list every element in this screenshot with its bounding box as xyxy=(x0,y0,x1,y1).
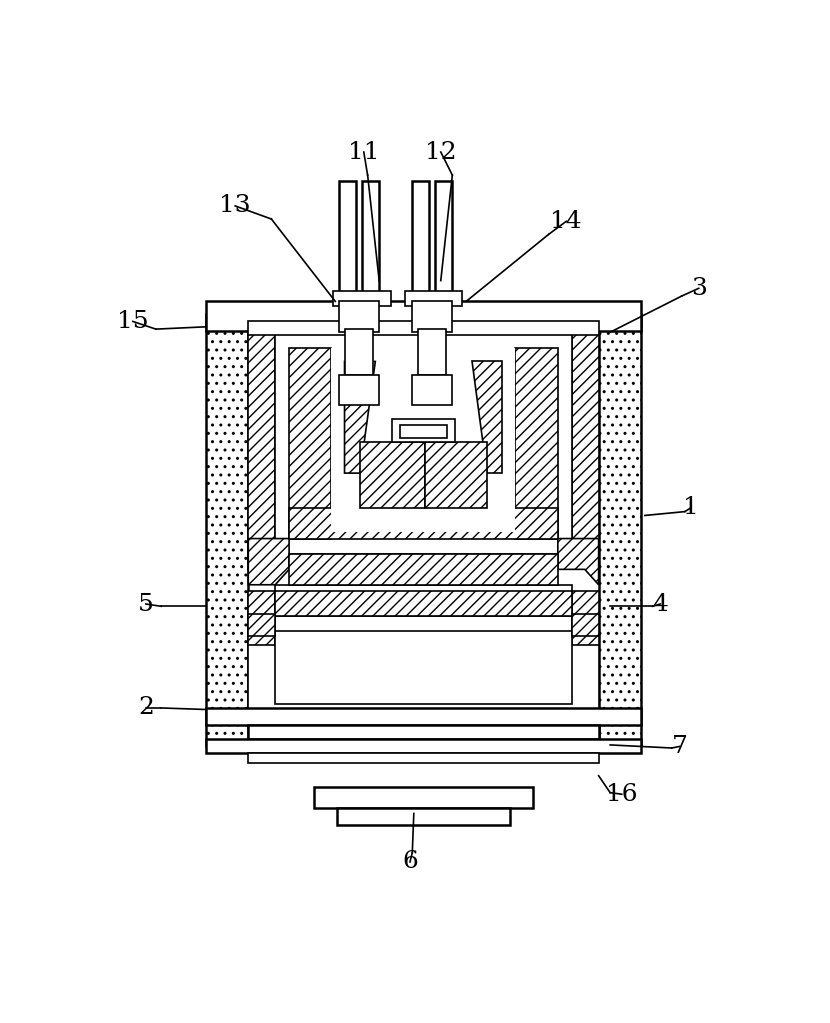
Bar xyxy=(418,329,447,375)
Bar xyxy=(413,302,452,332)
Bar xyxy=(206,708,641,725)
Polygon shape xyxy=(426,442,487,507)
Bar xyxy=(248,616,598,712)
Bar xyxy=(289,554,558,585)
Bar xyxy=(362,180,379,302)
Text: 12: 12 xyxy=(425,140,457,164)
Bar xyxy=(515,348,558,538)
Bar xyxy=(572,591,598,644)
Bar xyxy=(572,330,598,570)
Bar xyxy=(393,419,455,442)
Bar xyxy=(276,330,572,554)
Text: 13: 13 xyxy=(219,194,251,218)
Text: 15: 15 xyxy=(117,310,149,332)
Bar xyxy=(276,631,572,704)
Text: 16: 16 xyxy=(606,783,637,806)
Bar xyxy=(289,348,331,538)
Bar xyxy=(333,291,391,306)
Bar xyxy=(413,180,429,302)
Text: 3: 3 xyxy=(691,277,706,300)
Text: 11: 11 xyxy=(348,140,379,164)
Text: 7: 7 xyxy=(671,735,687,758)
Text: 5: 5 xyxy=(138,592,154,616)
Bar xyxy=(404,291,462,306)
Bar xyxy=(248,330,276,570)
Text: 2: 2 xyxy=(138,697,154,719)
Text: 4: 4 xyxy=(652,592,668,616)
Bar xyxy=(339,180,356,302)
Bar xyxy=(572,614,598,635)
Bar xyxy=(339,302,379,332)
Bar xyxy=(206,302,641,330)
Bar xyxy=(248,321,598,336)
Bar xyxy=(331,348,515,532)
Polygon shape xyxy=(360,442,426,507)
Polygon shape xyxy=(558,538,598,585)
Bar xyxy=(436,180,452,302)
Bar xyxy=(339,375,379,404)
Bar xyxy=(248,614,276,635)
Bar xyxy=(276,585,572,602)
Text: 14: 14 xyxy=(550,210,582,233)
Bar xyxy=(276,591,572,616)
Bar xyxy=(206,739,641,753)
Polygon shape xyxy=(344,361,375,473)
Bar xyxy=(400,425,447,439)
Bar xyxy=(413,375,452,404)
Text: 6: 6 xyxy=(402,850,418,874)
Bar xyxy=(337,808,510,825)
Polygon shape xyxy=(471,361,502,473)
Bar xyxy=(289,507,558,538)
Polygon shape xyxy=(248,538,289,585)
Bar xyxy=(248,725,598,739)
Bar xyxy=(598,314,641,747)
Bar xyxy=(314,787,533,808)
Bar xyxy=(206,314,248,747)
Text: 1: 1 xyxy=(683,496,699,520)
Bar xyxy=(345,329,373,375)
Bar xyxy=(248,753,598,763)
Bar xyxy=(248,591,276,644)
